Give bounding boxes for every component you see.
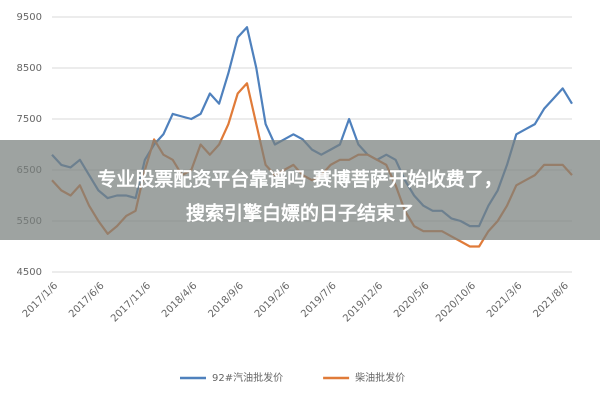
y-tick-label: 9500 [17,12,42,23]
banner-text: 专业股票配资平台靠谱吗 赛博菩萨开始收费了， [97,168,503,191]
legend-label: 92#汽油批发价 [212,371,283,384]
banner-text: 搜索引擎白嫖的日子结束了 [186,202,414,225]
x-tick-label: 2019/7/6 [299,280,339,320]
x-tick-label: 2020/10/6 [434,280,478,324]
y-tick-label: 4500 [17,267,42,278]
y-tick-label: 8500 [17,63,42,74]
x-tick-label: 2021/3/6 [485,280,525,320]
x-tick-label: 2017/6/6 [67,280,107,320]
x-tick-label: 2019/12/6 [341,280,385,324]
x-tick-label: 2020/5/6 [392,280,432,320]
x-tick-label: 2021/8/6 [531,280,571,320]
x-tick-label: 2018/4/6 [160,280,200,320]
x-tick-label: 2019/2/6 [253,280,293,320]
banner [0,140,600,240]
x-tick-label: 2017/11/6 [109,280,153,324]
y-tick-label: 7500 [17,114,42,125]
legend-label: 柴油批发价 [355,371,405,384]
x-tick-label: 2018/9/6 [206,280,246,320]
x-tick-label: 2017/1/6 [21,280,61,320]
